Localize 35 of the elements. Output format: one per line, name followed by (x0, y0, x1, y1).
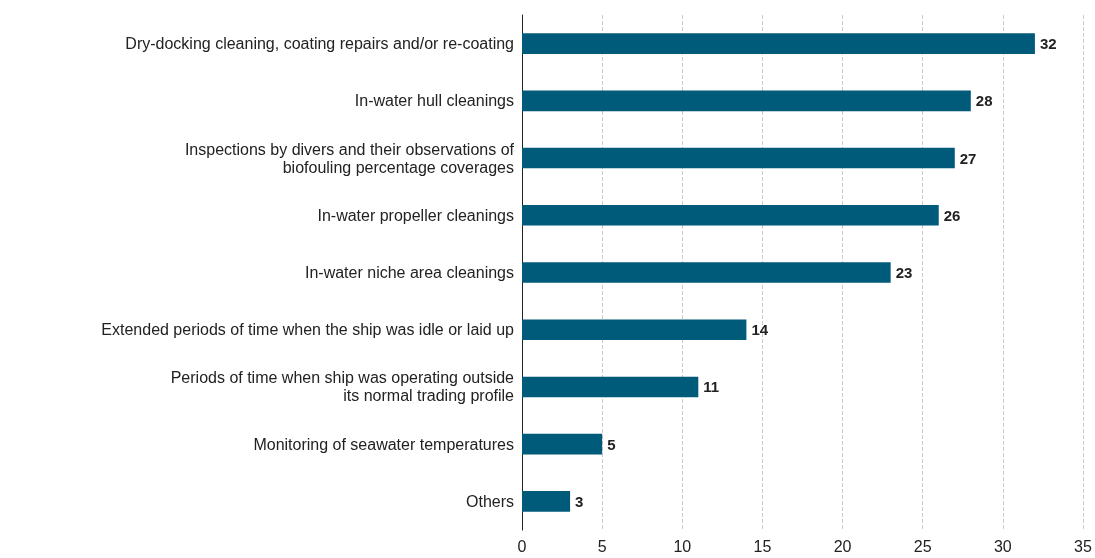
data-label: 27 (959, 149, 977, 167)
data-label: 14 (751, 321, 769, 339)
y-tick-label: Periods of time when ship was operating outside its normal trading profile (170, 369, 515, 405)
bar (522, 90, 971, 112)
x-tick-label: 30 (993, 537, 1012, 555)
x-tick-label: 0 (517, 537, 527, 555)
x-tick-label: 20 (833, 537, 852, 555)
x-tick-label: 5 (597, 537, 607, 555)
x-tick-label: 15 (753, 537, 772, 555)
bar (522, 319, 747, 341)
data-label: 26 (943, 206, 961, 224)
x-tick-label: 10 (673, 537, 692, 555)
x-tick-label: 25 (913, 537, 932, 555)
bar (522, 376, 699, 398)
y-tick-label: Dry-docking cleaning, coating repairs and/or re-coating (125, 35, 514, 53)
bar (522, 204, 939, 226)
y-tick-label: Extended periods of time when the ship was idle or laid up (101, 321, 515, 339)
y-tick-label: In-water propeller cleanings (317, 206, 514, 224)
bar (522, 147, 955, 169)
data-label: 3 (575, 492, 584, 510)
y-tick-label: In-water niche area cleanings (304, 264, 514, 281)
data-label: 23 (895, 264, 913, 281)
y-tick-label: Inspections by divers and their observations of biofouling percentage coverages (184, 140, 515, 176)
data-label: 28 (975, 92, 993, 110)
data-label: 32 (1039, 35, 1057, 53)
data-label: 5 (607, 435, 616, 453)
y-tick-label: In-water hull cleanings (354, 92, 514, 110)
bar (522, 262, 891, 283)
bar (522, 491, 571, 512)
bar (522, 433, 603, 455)
y-tick-label: Monitoring of seawater temperatures (253, 435, 514, 453)
y-tick-label: Others (465, 492, 514, 510)
data-label: 11 (703, 378, 720, 396)
x-tick-label: 35 (1074, 537, 1092, 555)
bar (522, 33, 1035, 54)
